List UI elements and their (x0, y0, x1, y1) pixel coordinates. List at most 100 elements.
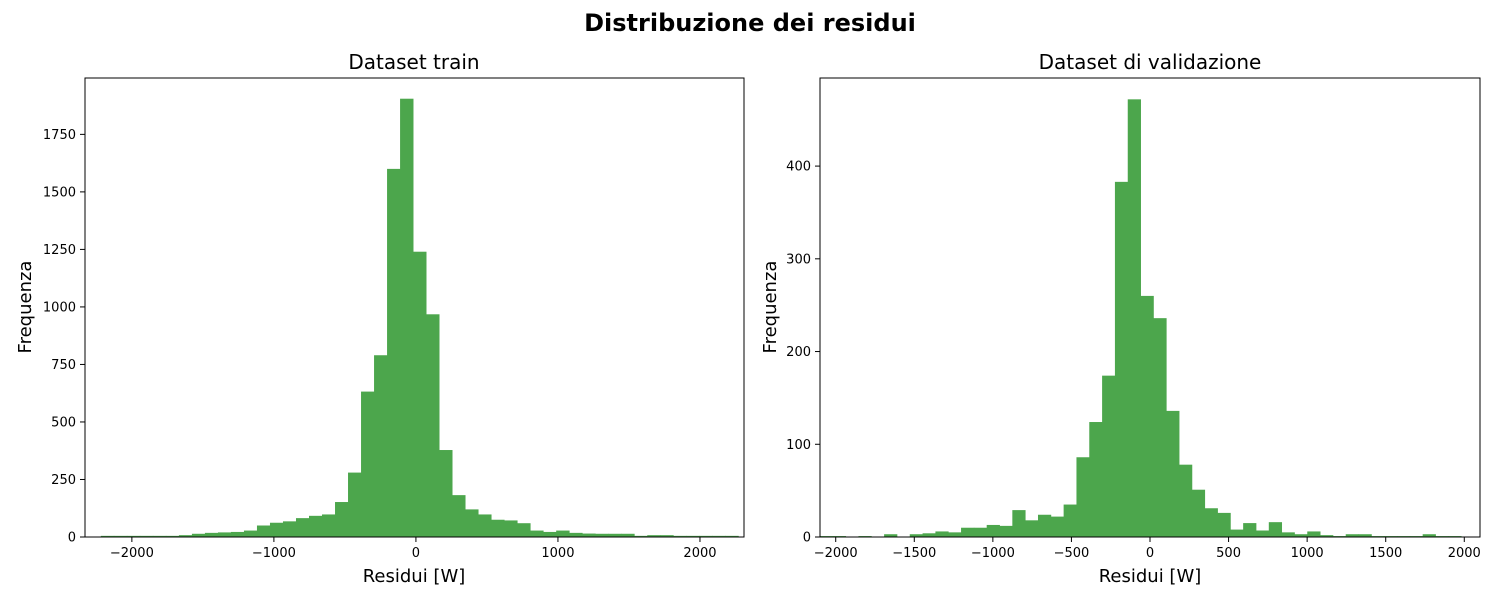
train-bar (413, 252, 426, 537)
validation-x-tick-label: 1000 (1291, 546, 1324, 561)
validation-bar (1153, 318, 1166, 537)
validation-bar (948, 532, 961, 537)
train-bar (387, 169, 400, 537)
validation-bar (1025, 520, 1038, 537)
train-x-tick-label: −1000 (252, 546, 296, 561)
validation-bar (1089, 422, 1102, 537)
train-bar (335, 502, 348, 537)
validation-bar (1064, 505, 1077, 537)
train-bar (257, 526, 270, 538)
train-y-tick-label: 500 (51, 415, 76, 430)
validation-y-tick-label: 200 (786, 345, 811, 360)
train-y-tick-label: 1250 (43, 243, 76, 258)
validation-bar (1051, 517, 1064, 537)
train-bar (270, 523, 283, 537)
train-bar (452, 495, 465, 537)
validation-y-axis-label: Frequenza (760, 261, 781, 354)
validation-bar (935, 531, 948, 537)
validation-y-ticks: 0 100 200 300 400 (786, 160, 820, 546)
train-bar (426, 314, 439, 537)
train-bar (517, 523, 530, 537)
validation-bar (1230, 530, 1243, 537)
validation-x-tick-label: −500 (1054, 546, 1090, 561)
train-bar (244, 531, 257, 537)
validation-bar (1243, 523, 1256, 537)
train-bar (569, 533, 582, 537)
validation-bar (1307, 531, 1320, 537)
train-y-tick-label: 1000 (43, 300, 76, 315)
validation-bar (1012, 510, 1025, 537)
validation-bar (1269, 522, 1282, 537)
train-histogram-panel: Dataset train Residui [W] Frequenza −200… (15, 50, 744, 587)
validation-bar (1115, 182, 1128, 537)
train-bars (88, 99, 739, 537)
train-bar (400, 99, 413, 537)
train-bar (322, 514, 335, 537)
validation-y-tick-label: 300 (786, 252, 811, 267)
validation-x-tick-label: 500 (1216, 546, 1241, 561)
validation-histogram-panel: Dataset di validazione Residui [W] Frequ… (760, 50, 1481, 587)
validation-y-tick-label: 0 (803, 531, 811, 546)
validation-y-tick-label: 400 (786, 160, 811, 175)
train-x-tick-label: 0 (412, 546, 420, 561)
validation-bar (1166, 411, 1179, 537)
validation-bar (1141, 296, 1154, 537)
train-y-tick-label: 250 (51, 473, 76, 488)
train-bar (478, 514, 491, 537)
validation-bar (1179, 465, 1192, 537)
train-x-ticks: −2000 −1000 0 1000 2000 (110, 537, 717, 561)
train-y-tick-label: 750 (51, 358, 76, 373)
train-y-tick-label: 1750 (43, 128, 76, 143)
train-bar (283, 521, 296, 537)
train-bar (296, 518, 309, 537)
validation-x-tick-label: 0 (1146, 546, 1154, 561)
train-bar (556, 531, 569, 537)
train-bar (543, 532, 556, 537)
train-bar (348, 473, 361, 537)
train-bar (465, 509, 478, 537)
train-bar (205, 533, 218, 537)
validation-bar (1205, 508, 1218, 537)
validation-x-tick-label: −1000 (971, 546, 1015, 561)
validation-bars (820, 99, 1462, 537)
validation-bar (974, 528, 987, 537)
figure-title: Distribuzione dei residui (584, 9, 916, 37)
train-bar (491, 520, 504, 537)
train-y-tick-label: 1500 (43, 185, 76, 200)
train-chart-title: Dataset train (348, 50, 479, 74)
train-bar (361, 392, 374, 537)
validation-y-tick-label: 100 (786, 438, 811, 453)
validation-bar (1000, 526, 1013, 537)
train-bar (582, 534, 595, 537)
validation-bar (1192, 490, 1205, 537)
validation-x-tick-label: 2000 (1448, 546, 1481, 561)
validation-bar (1128, 99, 1141, 537)
train-x-tick-label: 1000 (541, 546, 574, 561)
train-bar (218, 532, 231, 537)
validation-bar (923, 533, 936, 537)
validation-bar (1076, 457, 1089, 537)
validation-bar (1282, 532, 1295, 537)
validation-bar (1102, 376, 1115, 537)
validation-bar (1218, 513, 1231, 537)
train-bar (439, 450, 452, 537)
train-bar (530, 531, 543, 537)
validation-x-tick-label: 1500 (1369, 546, 1402, 561)
train-y-axis-label: Frequenza (15, 261, 36, 354)
validation-bar (1038, 515, 1051, 537)
validation-bar (987, 525, 1000, 537)
train-bar (231, 532, 244, 537)
train-bar (504, 520, 517, 537)
validation-bar (1256, 531, 1269, 537)
validation-chart-title: Dataset di validazione (1039, 50, 1262, 74)
train-x-axis-label: Residui [W] (363, 566, 466, 587)
train-bar (374, 355, 387, 537)
train-x-tick-label: 2000 (683, 546, 716, 561)
validation-bar (961, 528, 974, 537)
train-bar (309, 516, 322, 537)
train-x-tick-label: −2000 (110, 546, 154, 561)
